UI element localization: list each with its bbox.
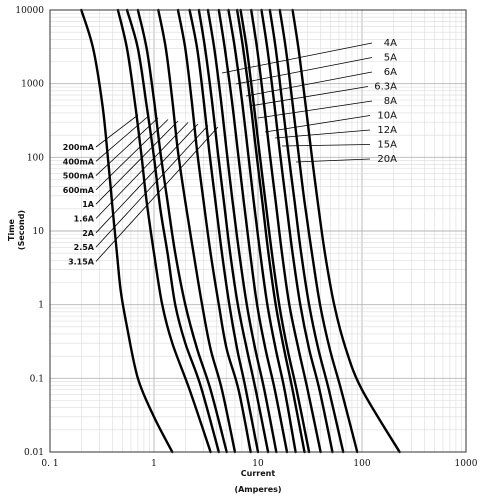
- curve-600mA: [136, 8, 228, 454]
- x-tick-label: 1000: [455, 459, 478, 469]
- label-1_6A: 1.6A: [74, 215, 95, 224]
- label-1A: 1A: [82, 200, 95, 209]
- curve-500mA: [125, 8, 221, 454]
- y-tick-label: 1: [38, 301, 44, 311]
- y-tick-label: 100: [27, 153, 44, 163]
- label-leader-lines: [95, 42, 373, 262]
- x-tick-label: 1: [151, 459, 157, 469]
- label-4A: 4A: [384, 38, 397, 49]
- leader-2_5A: [95, 125, 209, 248]
- label-200mA: 200mA: [63, 143, 95, 152]
- leader-200mA: [95, 114, 139, 148]
- curve-200mA: [80, 8, 174, 454]
- x-axis-title: Current: [241, 469, 276, 478]
- curve-2_5A: [197, 8, 270, 454]
- curve-labels: 200mA 400mA 500mA 600mA 1A 1.6A 2A 2.5A 3.15A 4A 5…: [63, 38, 397, 266]
- label-6A: 6A: [384, 67, 397, 78]
- label-3_15A: 3.15A: [68, 257, 95, 266]
- curve-1A: [157, 8, 237, 454]
- y-tick-label: 0.1: [30, 374, 44, 384]
- leader-6_3A: [249, 86, 369, 107]
- plot-frame: [49, 9, 467, 453]
- curve-400mA: [116, 8, 212, 454]
- curve-2A: [188, 8, 260, 454]
- leader-1A: [95, 120, 179, 205]
- curve-12A: [268, 8, 345, 454]
- curve-3_15A: [206, 8, 278, 454]
- leader-10A: [264, 115, 371, 133]
- x-tick-label: 0. 1: [41, 459, 58, 469]
- label-5A: 5A: [384, 53, 397, 64]
- leader-3_15A: [95, 126, 219, 262]
- label-400mA: 400mA: [63, 157, 95, 166]
- curve-5A: [227, 8, 297, 454]
- curves: [80, 8, 401, 454]
- y-tick-label: 0.01: [24, 448, 44, 458]
- leader-20A: [295, 158, 371, 163]
- y-tick-label: 10000: [15, 6, 44, 16]
- curve-20A: [291, 8, 401, 454]
- curve-8A: [249, 8, 322, 454]
- y-tick-label: 1000: [21, 80, 44, 90]
- leader-6A: [245, 71, 373, 97]
- label-8A: 8A: [384, 96, 397, 107]
- leader-1_6A: [95, 122, 189, 219]
- curve-6_3A: [239, 8, 311, 454]
- leader-400mA: [95, 116, 149, 162]
- leader-12A: [274, 129, 371, 139]
- label-600mA: 600mA: [63, 186, 95, 195]
- x-axis-unit: (Amperes): [234, 485, 281, 494]
- label-12A: 12A: [377, 125, 397, 136]
- leader-5A: [235, 57, 373, 85]
- leader-2A: [95, 123, 199, 234]
- leader-600mA: [95, 119, 169, 191]
- leader-4A: [221, 42, 373, 74]
- label-10A: 10A: [377, 111, 397, 122]
- x-tick-label: 100: [353, 459, 370, 469]
- curve-10A: [260, 8, 334, 454]
- leader-500mA: [95, 117, 159, 176]
- y-axis-unit: (Second): [17, 210, 26, 250]
- curve-1_6A: [176, 8, 252, 454]
- label-20A: 20A: [377, 154, 397, 165]
- curve-4A: [217, 8, 289, 454]
- label-2A: 2A: [82, 229, 95, 238]
- leader-15A: [281, 144, 371, 147]
- leader-8A: [257, 100, 373, 119]
- curve-6A: [235, 8, 306, 454]
- label-500mA: 500mA: [63, 172, 95, 181]
- curve-15A: [278, 8, 359, 454]
- y-tick-label: 10: [33, 227, 45, 237]
- x-tick-label: 10: [252, 459, 264, 469]
- label-2_5A: 2.5A: [74, 243, 95, 252]
- label-6_3A: 6.3A: [374, 82, 397, 93]
- label-15A: 15A: [377, 140, 397, 151]
- y-axis-title: Time: [7, 218, 16, 241]
- x-tick-labels: 0. 1 1 10 100 1000: [41, 459, 477, 469]
- y-tick-labels: 0.01 0.1 1 10 100 1000 10000: [15, 6, 44, 458]
